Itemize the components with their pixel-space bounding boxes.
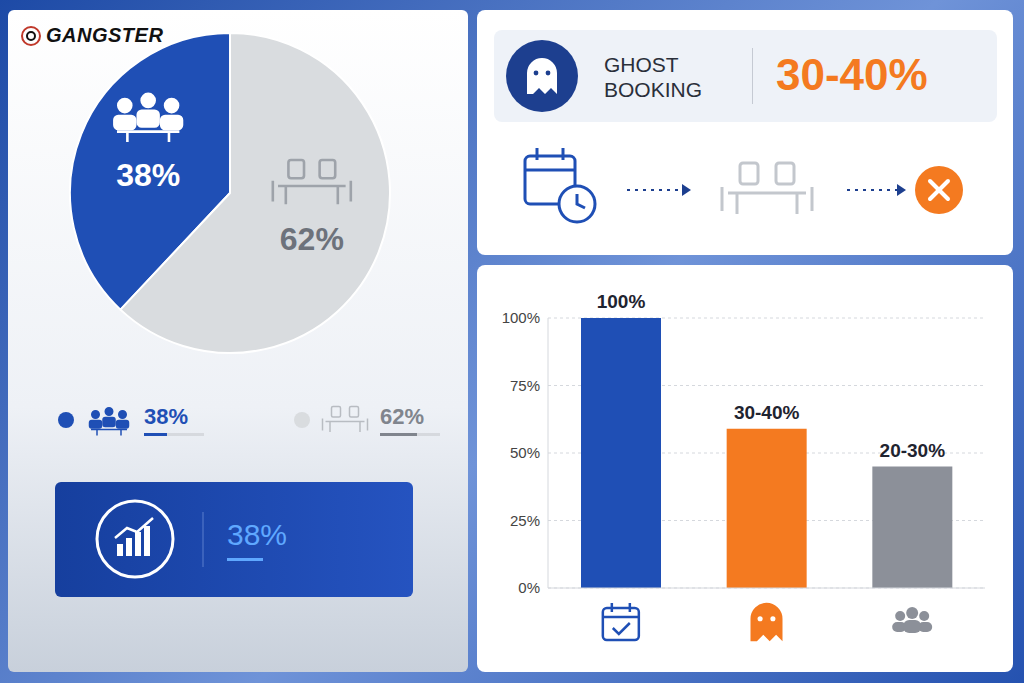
- svg-text:50%: 50%: [510, 444, 540, 461]
- svg-text:25%: 25%: [510, 512, 540, 529]
- svg-text:38%: 38%: [116, 157, 180, 193]
- html-text:GANGSTER: GANGSTER: [46, 24, 164, 46]
- svg-text:100%: 100%: [597, 291, 646, 312]
- html-text:38%: 38%: [227, 518, 287, 551]
- svg-text:0%: 0%: [518, 579, 540, 596]
- svg-text:30-40%: 30-40%: [734, 402, 800, 423]
- html-text:38%: 38%: [144, 404, 188, 429]
- svg-text:62%: 62%: [280, 221, 344, 257]
- svg-text:20-30%: 20-30%: [880, 440, 946, 461]
- html-text:GHOST BOOKING: GHOST BOOKING: [604, 53, 702, 101]
- html-text:30-40%: 30-40%: [776, 50, 928, 99]
- svg-text:100%: 100%: [502, 309, 540, 326]
- svg-text:75%: 75%: [510, 377, 540, 394]
- html-text:62%: 62%: [380, 404, 424, 429]
